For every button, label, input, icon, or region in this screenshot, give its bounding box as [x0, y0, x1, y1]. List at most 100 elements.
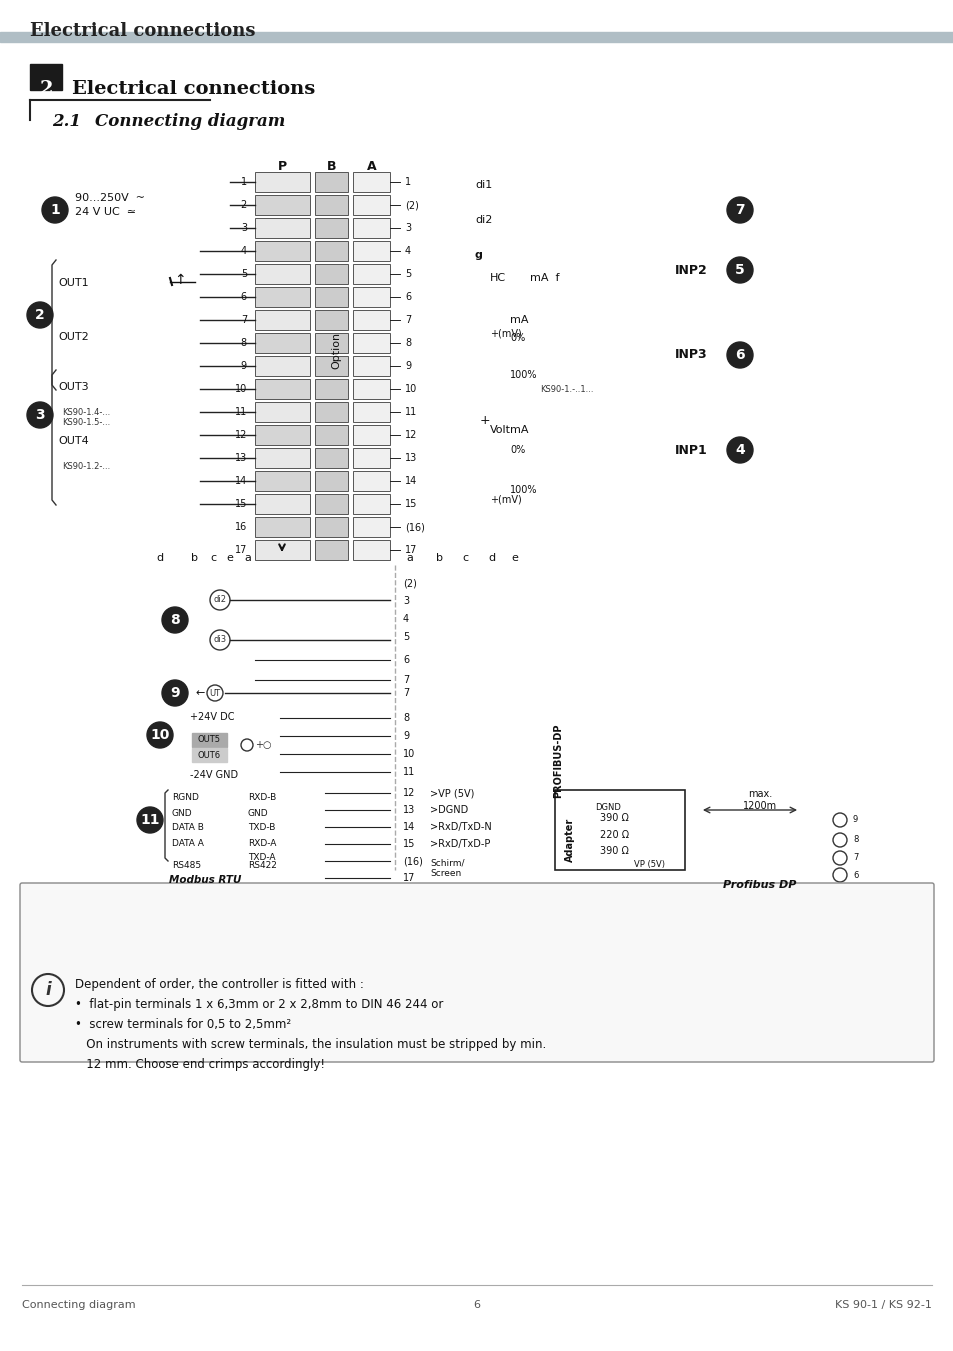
Text: di2: di2 — [213, 596, 226, 604]
Text: 14: 14 — [234, 476, 247, 486]
Text: •  flat-pin terminals 1 x 6,3mm or 2 x 2,8mm to DIN 46 244 or: • flat-pin terminals 1 x 6,3mm or 2 x 2,… — [75, 998, 443, 1011]
Text: (16): (16) — [402, 857, 422, 866]
Bar — [314, 403, 348, 422]
Text: 6: 6 — [240, 292, 247, 303]
Text: 17: 17 — [402, 873, 415, 884]
Text: 90...250V  ~: 90...250V ~ — [75, 193, 145, 203]
Text: di1: di1 — [475, 180, 492, 190]
Text: 1: 1 — [240, 177, 247, 186]
Circle shape — [162, 680, 188, 707]
Bar — [353, 540, 390, 561]
Bar — [314, 380, 348, 399]
Text: 12 mm. Choose end crimps accordingly!: 12 mm. Choose end crimps accordingly! — [75, 1058, 325, 1071]
Bar — [353, 286, 390, 307]
Bar — [254, 426, 310, 444]
Text: RGND: RGND — [172, 793, 198, 802]
Bar — [30, 63, 62, 91]
Circle shape — [726, 342, 752, 367]
Text: -24V GND: -24V GND — [190, 770, 238, 780]
Bar — [192, 734, 227, 747]
Text: 8: 8 — [170, 613, 180, 627]
Text: 6: 6 — [852, 870, 858, 880]
Bar — [353, 218, 390, 238]
Bar — [192, 748, 227, 762]
Bar — [254, 380, 310, 399]
Text: d: d — [156, 553, 163, 563]
Bar — [254, 403, 310, 422]
Text: 10: 10 — [151, 728, 170, 742]
Text: 3: 3 — [240, 223, 247, 232]
Text: 7: 7 — [735, 203, 744, 218]
Text: 13: 13 — [234, 453, 247, 463]
Bar — [314, 263, 348, 284]
Bar — [314, 357, 348, 376]
Text: (2): (2) — [405, 200, 418, 209]
Bar — [254, 540, 310, 561]
Text: 4: 4 — [405, 246, 411, 255]
Text: 15: 15 — [405, 499, 416, 509]
Text: OUT6: OUT6 — [197, 751, 220, 759]
Text: 8: 8 — [852, 835, 858, 844]
Text: Modbus RTU: Modbus RTU — [169, 875, 241, 885]
Text: Electrical connections: Electrical connections — [71, 80, 314, 99]
Text: 0%: 0% — [510, 332, 525, 343]
Text: 5: 5 — [402, 632, 409, 642]
Text: 13: 13 — [405, 453, 416, 463]
Text: KS90-1.5-...: KS90-1.5-... — [62, 417, 111, 427]
Bar — [314, 517, 348, 536]
Bar — [254, 218, 310, 238]
Text: DATA A: DATA A — [172, 839, 204, 847]
Text: 5: 5 — [240, 269, 247, 280]
Text: 2.1: 2.1 — [52, 113, 81, 130]
Text: di3: di3 — [213, 635, 226, 644]
Text: b: b — [436, 553, 443, 563]
Text: di2: di2 — [475, 215, 492, 226]
Text: +: + — [479, 413, 490, 427]
Text: ↑: ↑ — [174, 273, 186, 286]
Text: 2: 2 — [240, 200, 247, 209]
Text: PROFIBUS-DP: PROFIBUS-DP — [553, 724, 562, 798]
Text: 10: 10 — [402, 748, 415, 759]
Bar — [353, 172, 390, 192]
Text: 11: 11 — [402, 767, 415, 777]
Text: 7: 7 — [402, 676, 409, 685]
Text: GND: GND — [248, 808, 269, 817]
Bar — [314, 540, 348, 561]
Text: HC: HC — [490, 273, 506, 282]
Text: INP1: INP1 — [675, 443, 707, 457]
Bar — [353, 309, 390, 330]
Text: max.
1200m: max. 1200m — [742, 789, 777, 811]
Bar — [314, 449, 348, 467]
Text: 9: 9 — [402, 731, 409, 740]
Bar — [314, 494, 348, 513]
Text: Dependent of order, the controller is fitted with :: Dependent of order, the controller is fi… — [75, 978, 363, 992]
Text: +(mV): +(mV) — [490, 328, 521, 338]
Bar — [555, 790, 684, 870]
Circle shape — [162, 607, 188, 634]
Bar — [353, 494, 390, 513]
Text: VP (5V): VP (5V) — [634, 861, 665, 870]
Bar — [254, 240, 310, 261]
Text: P: P — [277, 159, 287, 173]
Bar — [254, 172, 310, 192]
Text: 7: 7 — [405, 315, 411, 326]
Text: mA: mA — [510, 426, 528, 435]
Text: Electrical connections: Electrical connections — [30, 22, 255, 41]
Text: g: g — [475, 250, 482, 259]
Text: 2: 2 — [35, 308, 45, 322]
Bar — [314, 195, 348, 215]
Text: DGND: DGND — [595, 804, 620, 812]
Text: 5: 5 — [735, 263, 744, 277]
Text: >RxD/TxD-N: >RxD/TxD-N — [430, 821, 491, 832]
Bar — [353, 357, 390, 376]
Text: Option: Option — [331, 331, 341, 369]
Text: 6: 6 — [473, 1300, 480, 1310]
Text: TXD-B: TXD-B — [248, 824, 275, 832]
Text: 6: 6 — [405, 292, 411, 303]
Text: 3: 3 — [405, 223, 411, 232]
Circle shape — [726, 197, 752, 223]
Text: 9: 9 — [852, 816, 858, 824]
Text: mA: mA — [510, 315, 528, 326]
Bar — [314, 426, 348, 444]
Bar — [353, 240, 390, 261]
